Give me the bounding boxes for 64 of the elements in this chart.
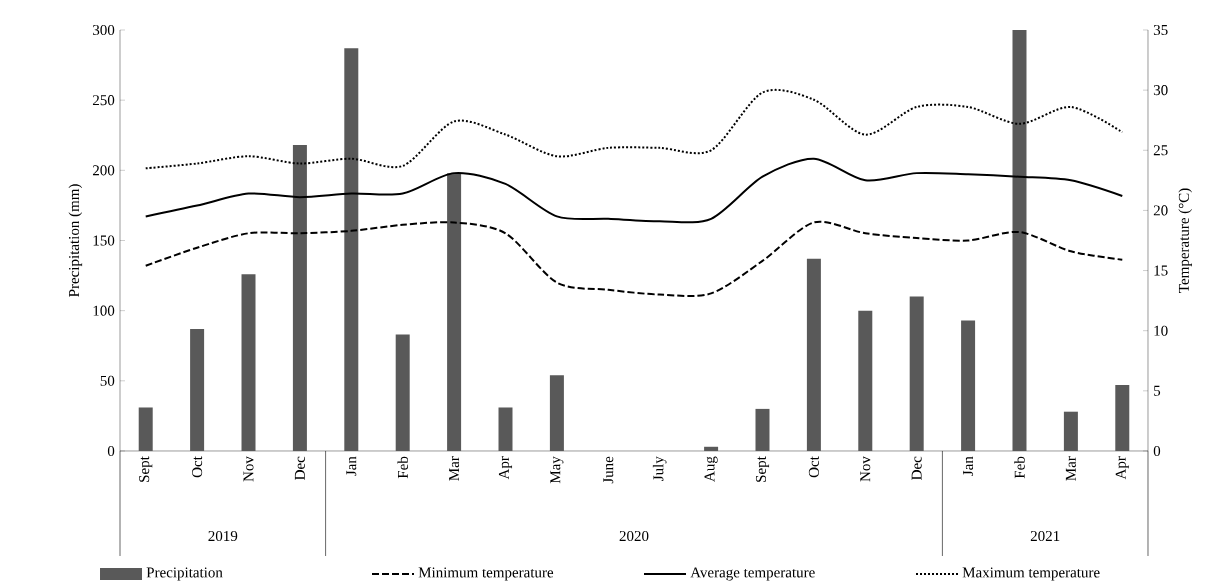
x-tick-label: Sept xyxy=(139,456,153,482)
y2-tick-label: 5 xyxy=(1154,385,1161,396)
bar xyxy=(549,375,564,451)
bar xyxy=(447,173,462,451)
bar xyxy=(292,145,307,451)
x-tick-label: Nov xyxy=(243,456,254,482)
y2-axis-title: Temperature (°C) xyxy=(1178,188,1192,293)
y-tick-label: 150 xyxy=(93,235,115,246)
y-tick-label: 100 xyxy=(93,305,115,316)
bar xyxy=(241,274,256,451)
legend-label: Maximum temperature xyxy=(962,567,1100,581)
text: 2020 xyxy=(619,530,649,542)
bar xyxy=(344,48,359,451)
x-tick-label: Oct xyxy=(808,456,819,478)
bar xyxy=(961,320,976,451)
bar xyxy=(395,334,410,451)
bar xyxy=(1012,29,1027,451)
x-tick-label: Aug xyxy=(704,456,718,482)
x-tick-label: Jan xyxy=(963,456,974,476)
bar xyxy=(755,408,770,451)
x-tick-label: Feb xyxy=(1014,456,1025,479)
x-tick-label: Apr xyxy=(498,456,513,480)
text: 2019 xyxy=(208,530,238,542)
bar xyxy=(1063,411,1078,451)
y2-tick-label: 0 xyxy=(1153,445,1161,457)
text: 2021 xyxy=(1030,530,1060,542)
x-tick-label: Dec xyxy=(911,456,922,480)
bar xyxy=(1115,385,1130,451)
bar xyxy=(909,296,924,451)
y2-tick-label: 35 xyxy=(1153,24,1168,36)
bar xyxy=(138,407,153,451)
y2-tick-label: 20 xyxy=(1153,205,1168,216)
x-tick-label: Mar xyxy=(1065,456,1076,481)
x-tick-label: Jan xyxy=(346,456,357,476)
y-tick-label: 50 xyxy=(100,375,115,386)
x-tick-label: Feb xyxy=(397,456,408,479)
y-axis-title: Precipitation (mm) xyxy=(68,184,83,297)
bar xyxy=(190,328,205,451)
x-tick-label: Nov xyxy=(860,456,871,482)
legend-label: Average temperature xyxy=(690,567,815,581)
x-tick-label: Oct xyxy=(192,456,203,478)
x-tick-label: June xyxy=(603,456,614,484)
line-series xyxy=(144,221,1124,297)
x-tick-label: May xyxy=(550,456,564,484)
y-tick-label: 250 xyxy=(92,95,115,106)
line-series xyxy=(144,157,1124,224)
y2-tick-label: 15 xyxy=(1154,265,1168,276)
x-tick-label: Mar xyxy=(449,456,460,481)
y-tick-label: 300 xyxy=(93,24,115,36)
bar xyxy=(858,310,873,451)
y-tick-label: 0 xyxy=(107,445,115,457)
x-tick-label: Dec xyxy=(294,456,305,480)
y2-tick-label: 30 xyxy=(1153,85,1168,96)
bar xyxy=(498,407,513,451)
y-tick-label: 200 xyxy=(92,165,115,176)
legend-label: Minimum temperature xyxy=(418,567,554,581)
bar xyxy=(704,446,719,451)
x-tick-label: Apr xyxy=(1115,456,1129,480)
y2-tick-label: 10 xyxy=(1154,325,1168,336)
x-tick-label: July xyxy=(652,456,667,481)
legend-label: Precipitation xyxy=(146,567,223,581)
y2-tick-label: 25 xyxy=(1153,145,1168,156)
x-tick-label: Sept xyxy=(755,456,770,482)
bar xyxy=(806,258,821,451)
